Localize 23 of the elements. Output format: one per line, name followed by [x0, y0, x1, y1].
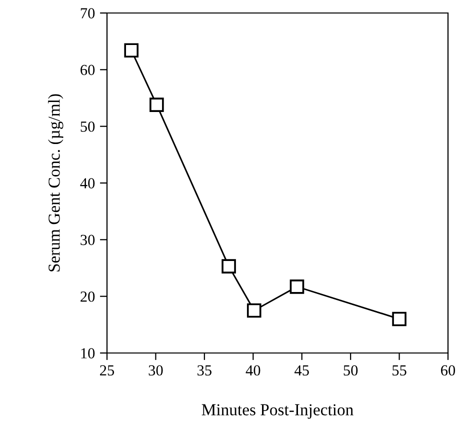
x-axis-title: Minutes Post-Injection — [202, 404, 354, 419]
y-axis-title: Serum Gent Conc. (µg/ml) — [48, 94, 64, 272]
y-tick-label: 40 — [80, 178, 95, 188]
point — [392, 312, 406, 326]
x-tick-label: 45 — [294, 365, 309, 376]
x-tick-label: 60 — [441, 365, 456, 376]
x-tick-label: 30 — [148, 365, 163, 376]
point — [222, 259, 236, 274]
y-tick-label: 50 — [80, 121, 95, 132]
x-tick-label: 50 — [344, 365, 358, 376]
x-tick-label: 35 — [198, 365, 212, 376]
x-tick-label: 25 — [100, 365, 114, 376]
point — [246, 303, 262, 318]
y-tick-label: 60 — [80, 64, 95, 76]
point — [124, 43, 139, 58]
x-tick-label: 40 — [246, 365, 260, 376]
x-tick-label: 55 — [392, 365, 406, 376]
y-tick-label: 10 — [81, 348, 95, 358]
point — [150, 98, 164, 112]
y-tick-label: 70 — [80, 8, 95, 18]
point — [290, 280, 304, 294]
y-tick-label: 20 — [80, 291, 95, 302]
y-tick-label: 30 — [80, 234, 95, 246]
